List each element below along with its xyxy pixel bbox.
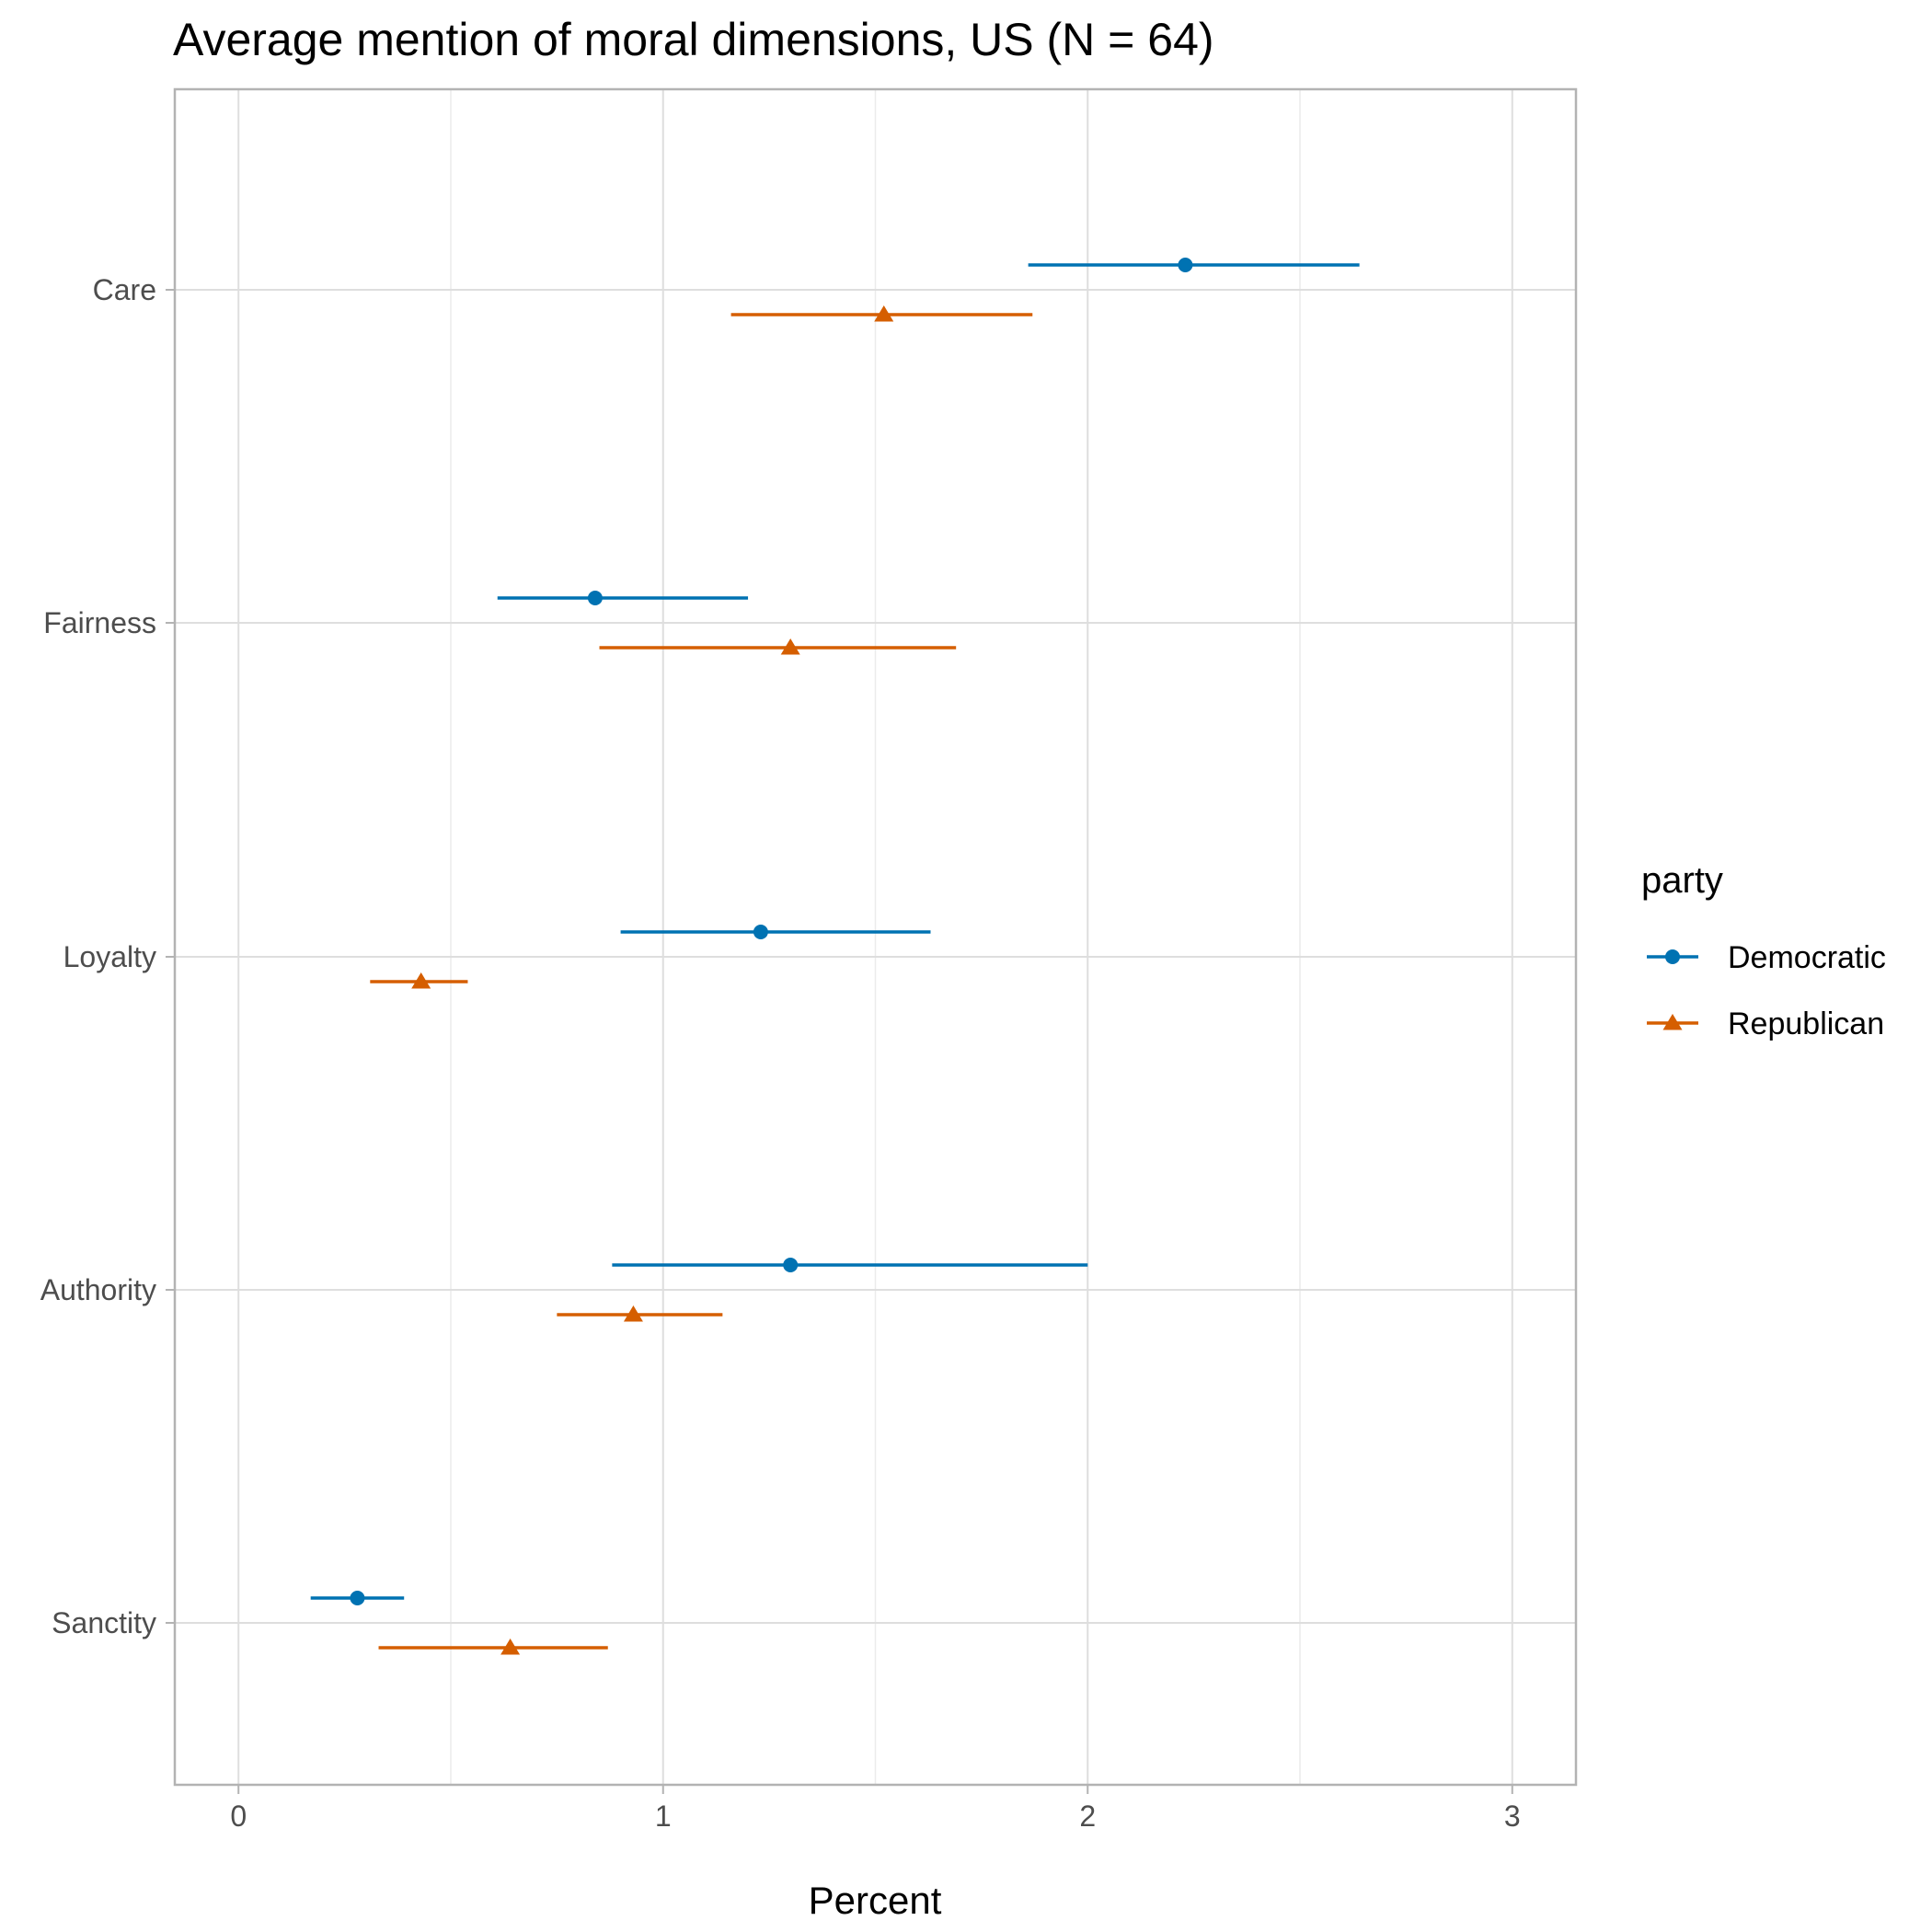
x-axis-title: Percent [809, 1879, 942, 1922]
y-tick-label: Authority [40, 1273, 156, 1306]
plot-panel-border [173, 87, 1578, 1787]
legend-label-republican: Republican [1728, 1006, 1884, 1041]
point-republican-fairness [780, 638, 800, 655]
x-tick-label: 2 [1079, 1800, 1096, 1833]
axis-layer: 0 1 2 3 Care Fairness Loyalty Authority Sanctity [40, 273, 1521, 1833]
y-tick-label: Loyalty [63, 940, 156, 973]
x-tick-label: 1 [655, 1800, 672, 1833]
point-democratic-loyalty [753, 925, 768, 939]
y-tick-label: Fairness [43, 606, 156, 639]
point-democratic-authority [783, 1258, 799, 1272]
grid-layer [175, 89, 1576, 1785]
point-republican-authority [623, 1305, 643, 1322]
point-republican-care [874, 305, 894, 322]
point-democratic-care [1178, 258, 1193, 272]
legend: party Democratic Republican [1641, 860, 1886, 1041]
data-layer [310, 258, 1360, 1655]
point-democratic-fairness [587, 591, 603, 605]
legend-key-marker-democratic [1665, 949, 1680, 964]
legend-key-marker-republican [1662, 1014, 1683, 1030]
point-republican-sanctity [500, 1639, 521, 1655]
y-tick-label: Sanctity [52, 1606, 156, 1639]
x-tick-label: 0 [230, 1800, 247, 1833]
chart-title: Average mention of moral dimensions, US … [173, 14, 1214, 65]
legend-label-democratic: Democratic [1728, 940, 1886, 975]
x-tick-label: 3 [1504, 1800, 1521, 1833]
point-republican-loyalty [411, 972, 431, 989]
y-tick-label: Care [93, 273, 156, 306]
legend-title: party [1641, 860, 1723, 901]
point-democratic-sanctity [350, 1591, 365, 1605]
